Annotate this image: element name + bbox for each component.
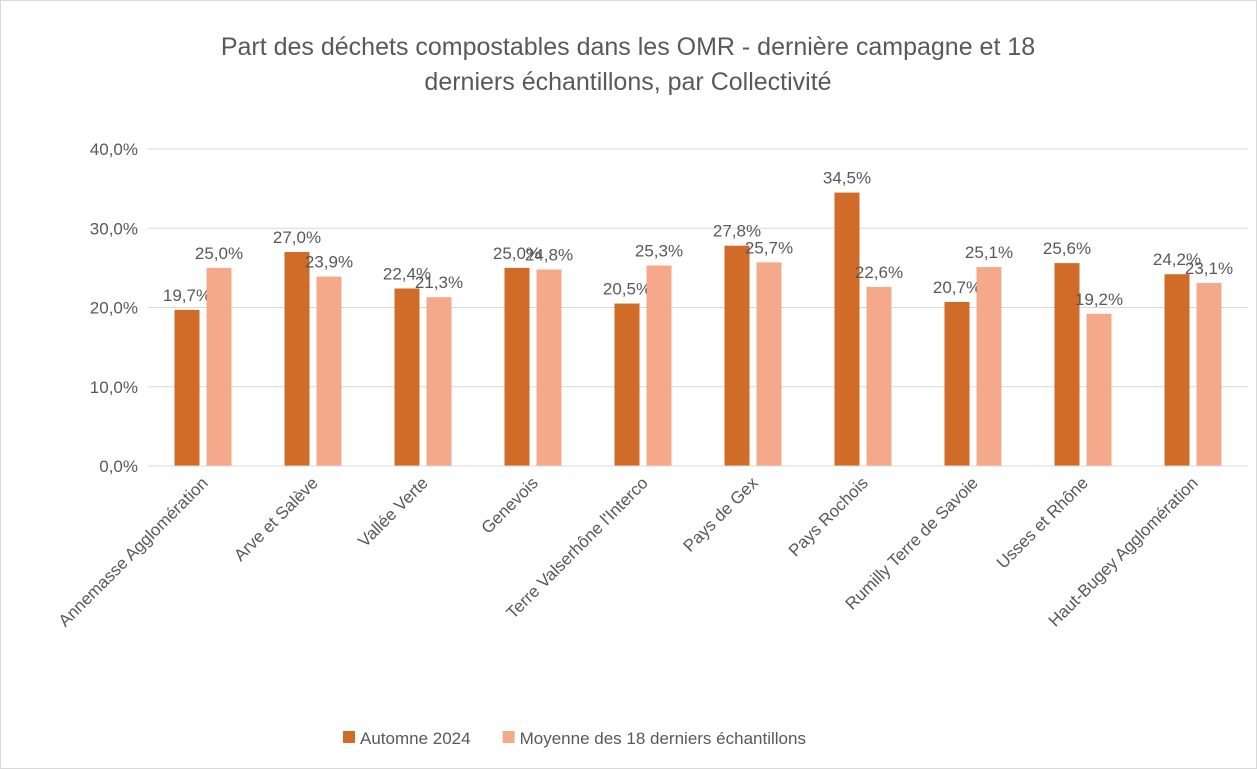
y-tick-label: 30,0%: [90, 219, 138, 238]
data-label: 25,0%: [493, 244, 541, 263]
y-tick-label: 0,0%: [99, 457, 138, 476]
bar: [174, 309, 200, 466]
data-label: 23,9%: [305, 253, 353, 272]
bar: [1196, 282, 1222, 466]
data-label: 24,2%: [1153, 250, 1201, 269]
data-label: 22,4%: [383, 264, 431, 283]
legend-label: Automne 2024: [360, 729, 471, 748]
bar: [976, 267, 1002, 466]
data-label: 22,6%: [855, 263, 903, 282]
legend-label: Moyenne des 18 derniers échantillons: [520, 729, 806, 748]
bar: [834, 192, 860, 466]
data-label: 21,3%: [415, 273, 463, 292]
data-label: 25,3%: [635, 241, 683, 260]
chart-title: Part des déchets compostables dans les O…: [220, 33, 1036, 96]
data-label: 27,0%: [273, 228, 321, 247]
bar: [756, 262, 782, 466]
bar: [944, 301, 970, 466]
data-label: 25,1%: [965, 243, 1013, 262]
data-label: 19,2%: [1075, 290, 1123, 309]
data-label: 27,8%: [713, 222, 761, 241]
bar: [284, 252, 310, 466]
data-label: 25,0%: [195, 244, 243, 263]
data-label: 19,7%: [163, 286, 211, 305]
data-label: 20,5%: [603, 280, 651, 299]
bar: [394, 288, 420, 466]
data-label: 24,8%: [525, 245, 573, 264]
bar: [1086, 313, 1112, 466]
bar: [1164, 274, 1190, 466]
y-tick-label: 10,0%: [90, 378, 138, 397]
bar: [536, 269, 562, 466]
data-label: 23,1%: [1185, 259, 1233, 278]
bar: [724, 245, 750, 466]
legend-swatch: [502, 731, 515, 743]
bar: [646, 265, 672, 466]
bar: [206, 267, 232, 466]
y-tick-label: 20,0%: [90, 299, 138, 318]
data-label: 34,5%: [823, 169, 871, 188]
bar: [426, 297, 452, 466]
bar: [866, 286, 892, 466]
data-label: 25,6%: [1043, 239, 1091, 258]
legend-swatch: [343, 731, 355, 743]
bar: [316, 276, 342, 466]
bar: [614, 303, 640, 466]
y-tick-label: 40,0%: [90, 140, 138, 159]
bar: [504, 267, 530, 466]
data-label: 20,7%: [933, 278, 981, 297]
data-label: 25,7%: [745, 238, 793, 257]
bar: [1054, 263, 1080, 466]
